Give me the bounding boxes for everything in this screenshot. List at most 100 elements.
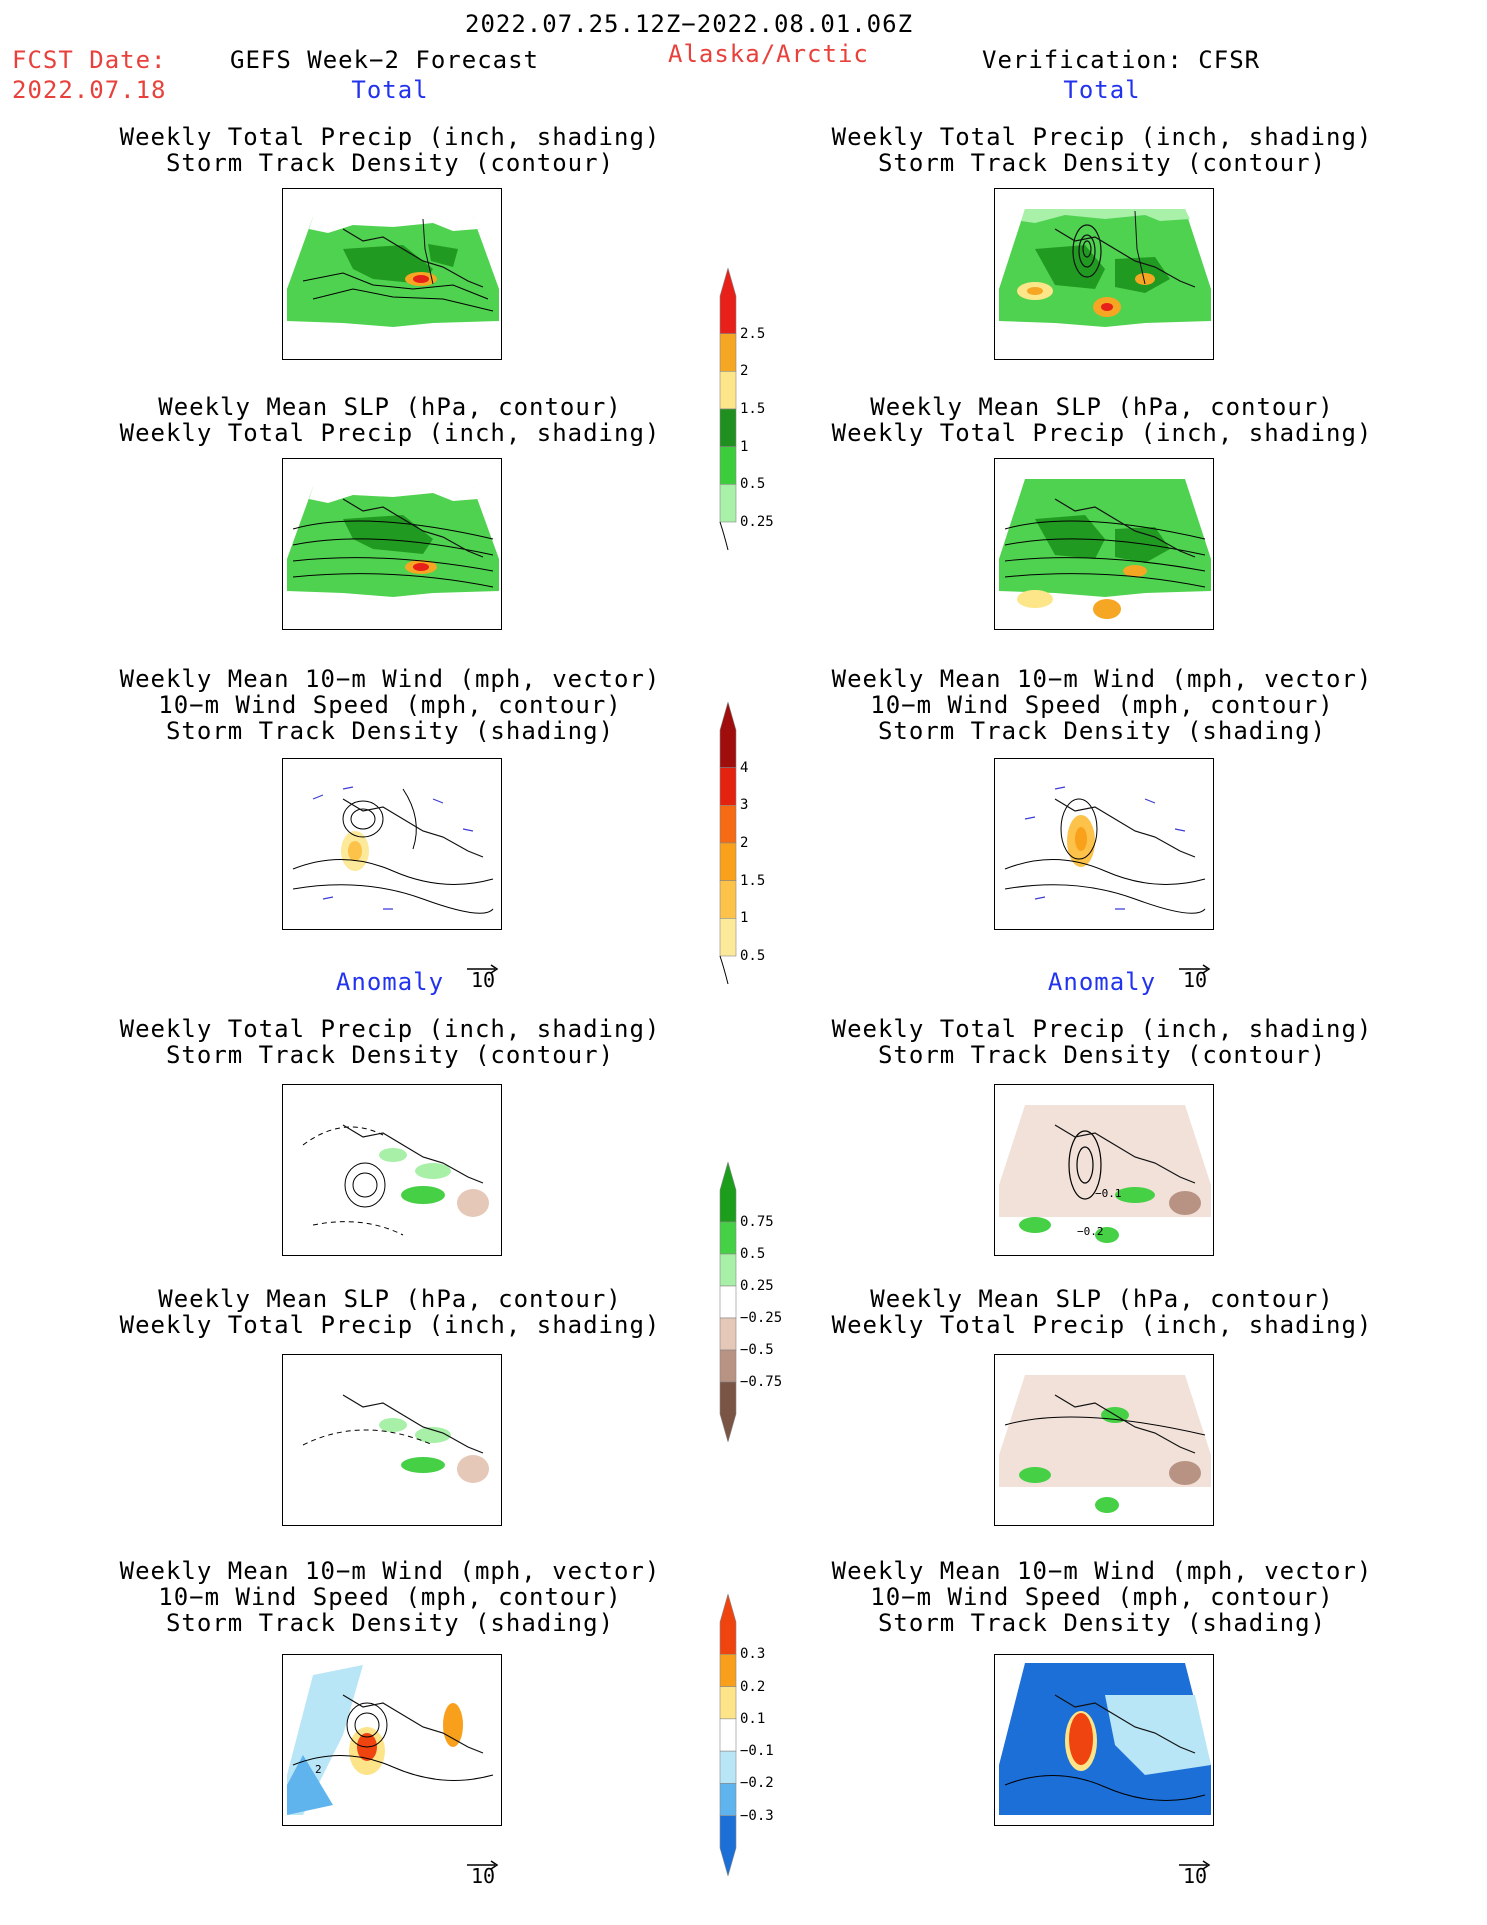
model-title: GEFS Week−2 Forecast bbox=[230, 46, 539, 74]
map-anom-slp-fcst bbox=[282, 1354, 502, 1526]
colorbar-swatch bbox=[719, 1285, 737, 1319]
colorbar-tick-label: −0.25 bbox=[740, 1310, 783, 1326]
colorbar-precip-anom: 0.75 0.5 0.25 −0.25 −0.5 −0.75 bbox=[718, 1160, 798, 1444]
colorbar-tick-label: 0.1 bbox=[740, 1710, 766, 1727]
fcst-label: FCST Date: bbox=[12, 46, 167, 74]
contour-label-neg02: −0.2 bbox=[1077, 1225, 1104, 1238]
colorbar-tick-label: −0.1 bbox=[740, 1743, 774, 1760]
title-total-precip-fcst: Weekly Total Precip (inch, shading) Storm… bbox=[119, 123, 661, 177]
colorbar-total-precip-swatches bbox=[719, 266, 737, 551]
colorbar-swatch bbox=[719, 1221, 737, 1255]
title-anom-slp-fcst: Weekly Mean SLP (hPa, contour) Weekly Tot… bbox=[119, 1285, 661, 1339]
title-anom-wind-obs: Weekly Mean 10−m Wind (mph, vector) 10−m … bbox=[831, 1557, 1373, 1637]
map-total-slp-obs bbox=[994, 458, 1214, 630]
colorbar-tick-label: −0.2 bbox=[740, 1775, 774, 1792]
colorbar-swatch bbox=[719, 1815, 737, 1878]
colorbar-swatch bbox=[719, 880, 737, 919]
title-total-slp-obs: Weekly Mean SLP (hPa, contour) Weekly Tot… bbox=[831, 393, 1373, 447]
colorbar-swatch bbox=[719, 842, 737, 881]
colorbar-tick-label: 1.5 bbox=[740, 872, 766, 889]
section-total-fcst: Total bbox=[351, 76, 429, 104]
colorbar-tick-label: 1 bbox=[740, 438, 749, 455]
colorbar-tick-label: 0.25 bbox=[740, 1278, 774, 1294]
colorbar-tick-label: 3 bbox=[740, 797, 749, 814]
colorbar-swatch bbox=[719, 1317, 737, 1351]
section-anomaly-obs: Anomaly bbox=[1047, 968, 1157, 996]
colorbar-swatch bbox=[719, 700, 737, 768]
colorbar-swatch bbox=[719, 1783, 737, 1817]
colorbar-tail bbox=[719, 521, 729, 551]
map-total-wind-obs bbox=[994, 758, 1214, 930]
colorbar-tick-label: 0.75 bbox=[740, 1214, 774, 1230]
colorbar-tick-label: 0.25 bbox=[740, 514, 774, 530]
contour-label-neg01: −0.1 bbox=[1095, 1187, 1122, 1200]
map-total-precip-obs bbox=[994, 188, 1214, 360]
map-total-precip-fcst bbox=[282, 188, 502, 360]
colorbar-swatch bbox=[719, 446, 737, 485]
colorbar-swatch bbox=[719, 266, 737, 334]
colorbar-tail bbox=[719, 955, 729, 985]
colorbar-tick-label: −0.75 bbox=[740, 1374, 783, 1390]
colorbar-tick-label: 2 bbox=[740, 363, 749, 380]
title-anom-slp-obs: Weekly Mean SLP (hPa, contour) Weekly Tot… bbox=[831, 1285, 1373, 1339]
map-anom-precip-fcst bbox=[282, 1084, 502, 1256]
title-anom-wind-fcst: Weekly Mean 10−m Wind (mph, vector) 10−m … bbox=[119, 1557, 661, 1637]
title-total-slp-fcst: Weekly Mean SLP (hPa, contour) Weekly Tot… bbox=[119, 393, 661, 447]
colorbar-track-density-swatches bbox=[719, 700, 737, 985]
colorbar-total-precip: 2.5 2 1.5 1 0.5 0.25 bbox=[718, 266, 798, 551]
colorbar-swatch bbox=[719, 1253, 737, 1287]
colorbar-swatch bbox=[719, 1592, 737, 1655]
colorbar-swatch bbox=[719, 371, 737, 410]
map-anom-precip-obs: −0.1 −0.2 bbox=[994, 1084, 1214, 1256]
colorbar-tick-label: −0.5 bbox=[740, 1342, 774, 1358]
verification-title: Verification: CFSR bbox=[982, 46, 1261, 74]
title-total-wind-obs: Weekly Mean 10−m Wind (mph, vector) 10−m … bbox=[831, 665, 1373, 745]
date-range: 2022.07.25.12Z−2022.08.01.06Z bbox=[465, 10, 914, 38]
section-anomaly-fcst: Anomaly bbox=[335, 968, 445, 996]
colorbar-tick-label: 0.5 bbox=[740, 948, 766, 964]
colorbar-tick-label: 2.5 bbox=[740, 325, 766, 342]
colorbar-swatch bbox=[719, 1349, 737, 1383]
colorbar-track-density: 4 3 2 1.5 1 0.5 bbox=[718, 700, 798, 985]
title-anom-precip-obs: Weekly Total Precip (inch, shading) Storm… bbox=[831, 1015, 1373, 1069]
colorbar-tick-label: 1 bbox=[740, 910, 749, 927]
map-total-wind-fcst bbox=[282, 758, 502, 930]
colorbar-swatch bbox=[719, 408, 737, 447]
colorbar-swatch bbox=[719, 1653, 737, 1687]
vector-ref-total-fcst: 10 bbox=[463, 956, 503, 992]
section-total-obs: Total bbox=[1063, 76, 1141, 104]
colorbar-swatch bbox=[719, 1160, 737, 1223]
colorbar-swatch bbox=[719, 918, 737, 957]
title-anom-precip-fcst: Weekly Total Precip (inch, shading) Storm… bbox=[119, 1015, 661, 1069]
colorbar-tick-label: 0.5 bbox=[740, 476, 766, 493]
colorbar-tick-label: 0.3 bbox=[740, 1646, 766, 1663]
colorbar-swatch bbox=[719, 1686, 737, 1720]
map-anom-slp-obs bbox=[994, 1354, 1214, 1526]
colorbar-swatch bbox=[719, 1750, 737, 1784]
colorbar-swatch bbox=[719, 805, 737, 844]
map-anom-wind-fcst: 2 bbox=[282, 1654, 502, 1826]
map-anom-wind-obs bbox=[994, 1654, 1214, 1826]
vector-ref-anom-fcst: 10 bbox=[463, 1852, 503, 1888]
colorbar-track-anom-swatches bbox=[719, 1592, 737, 1878]
colorbar-tick-label: 2 bbox=[740, 835, 749, 851]
colorbar-track-anom: 0.3 0.2 0.1 −0.1 −0.2 −0.3 bbox=[718, 1592, 798, 1878]
colorbar-tick-label: 0.2 bbox=[740, 1678, 766, 1695]
colorbar-swatch bbox=[719, 1381, 737, 1444]
fcst-date: 2022.07.18 bbox=[12, 76, 167, 104]
title-total-precip-obs: Weekly Total Precip (inch, shading) Storm… bbox=[831, 123, 1373, 177]
colorbar-swatch bbox=[719, 767, 737, 806]
contour-label-2: 2 bbox=[315, 1763, 322, 1776]
region-title: Alaska/Arctic bbox=[668, 40, 869, 68]
colorbar-precip-anom-swatches bbox=[719, 1160, 737, 1444]
colorbar-swatch bbox=[719, 1718, 737, 1752]
map-total-slp-fcst bbox=[282, 458, 502, 630]
colorbar-swatch bbox=[719, 333, 737, 372]
vector-ref-total-obs: 10 bbox=[1175, 956, 1215, 992]
colorbar-tick-label: −0.3 bbox=[740, 1807, 774, 1824]
colorbar-tick-label: 0.5 bbox=[740, 1246, 766, 1262]
colorbar-tick-label: 1.5 bbox=[740, 401, 766, 417]
vector-ref-anom-obs: 10 bbox=[1175, 1852, 1215, 1888]
colorbar-swatch bbox=[719, 484, 737, 523]
title-total-wind-fcst: Weekly Mean 10−m Wind (mph, vector) 10−m … bbox=[119, 665, 661, 745]
